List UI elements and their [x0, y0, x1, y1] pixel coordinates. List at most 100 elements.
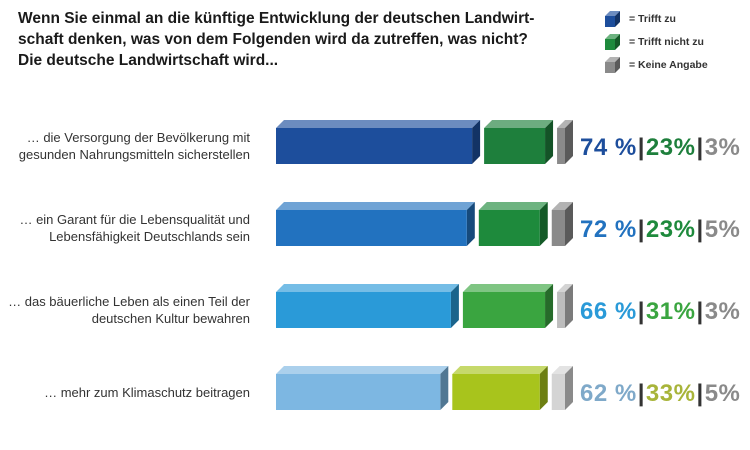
bar-row1-trifft-nicht-zu-top	[484, 120, 554, 128]
legend-cube-keine-angabe-front	[605, 62, 615, 73]
bar-row3-trifft-nicht-zu	[462, 284, 554, 328]
bar-row1-trifft-nicht-zu-front	[484, 128, 546, 164]
bar-row4-trifft-nicht-zu-front	[452, 374, 540, 410]
bar-row3-trifft-zu-side	[450, 284, 459, 328]
bar-row2-trifft-nicht-zu-side	[539, 202, 548, 246]
bar-row2-trifft-zu	[276, 202, 475, 246]
value-separator: |	[637, 134, 645, 161]
chart-title: Wenn Sie einmal an die künftige Entwickl…	[18, 8, 578, 71]
legend-cube-trifft-zu	[605, 11, 620, 27]
value-separator: |	[696, 380, 704, 407]
bar-row4-trifft-zu	[276, 366, 449, 410]
bar-row1-keine-angabe-side	[565, 120, 573, 164]
legend-item-trifft-zu: = Trifft zu	[603, 10, 708, 28]
value-label-trifft-zu: 72 %	[580, 216, 637, 243]
bar-row1-keine-angabe-front	[557, 128, 565, 164]
bar-row4-trifft-nicht-zu-side	[539, 366, 548, 410]
bar-row2-keine-angabe-front	[551, 210, 565, 246]
legend-cube-trifft-nicht-zu-side	[615, 34, 620, 50]
category-label-line: deutschen Kultur bewahren	[91, 311, 250, 326]
bar-row2-keine-angabe-side	[565, 202, 573, 246]
category-label-line: … mehr zum Klimaschutz beitragen	[44, 384, 250, 400]
bar-row3-trifft-nicht-zu-side	[545, 284, 554, 328]
bar-row2-keine-angabe-top	[551, 202, 573, 210]
legend-cube-trifft-zu-side	[615, 11, 620, 27]
bar-row2-trifft-nicht-zu	[478, 202, 548, 246]
legend-item-trifft-nicht-zu: = Trifft nicht zu	[603, 33, 708, 51]
bar-row2-trifft-zu-side	[466, 202, 475, 246]
value-separator: |	[637, 216, 645, 243]
bar-row3-keine-angabe-top	[557, 284, 573, 292]
value-separator: |	[637, 298, 645, 325]
bar-row3-keine-angabe-side	[565, 284, 573, 328]
bar-row1-trifft-nicht-zu	[484, 120, 554, 164]
category-label-line: Lebensfähigkeit Deutschlands sein	[49, 229, 250, 244]
value-label-keine-angabe: 3%	[704, 298, 741, 325]
bar-row4-keine-angabe	[551, 366, 573, 410]
value-separator: |	[696, 216, 704, 243]
value-label-keine-angabe: 3%	[704, 134, 741, 161]
bar-row2-trifft-nicht-zu-front	[478, 210, 540, 246]
value-labels-row1: 74 % | 23% | 3%	[580, 134, 740, 162]
value-label-keine-angabe: 5%	[704, 216, 741, 243]
bar-row2-trifft-nicht-zu-top	[478, 202, 548, 210]
bar-row2-trifft-zu-front	[276, 210, 467, 246]
legend-cube-keine-angabe-side	[615, 57, 620, 73]
category-label-line: … ein Garant für die Lebensqualität und	[19, 212, 250, 227]
category-label-line: … die Versorgung der Bevölkerung mit	[26, 130, 250, 145]
category-label-row1: … die Versorgung der Bevölkerung mit gesu…	[0, 129, 250, 163]
bar-row4-trifft-nicht-zu-top	[452, 366, 548, 374]
value-labels-row3: 66 % | 31% | 3%	[580, 298, 740, 326]
bar-row4-keine-angabe-front	[551, 374, 565, 410]
value-label-trifft-nicht-zu: 31%	[645, 298, 696, 325]
category-label-row3: … das bäuerliche Leben als einen Teil de…	[0, 293, 250, 327]
bar-row4-trifft-zu-side	[440, 366, 449, 410]
bar-row4-keine-angabe-top	[551, 366, 573, 374]
value-label-trifft-nicht-zu: 33%	[645, 380, 696, 407]
bar-row1-keine-angabe-top	[557, 120, 573, 128]
legend: = Trifft zu = Trifft nicht zu = Keine An…	[603, 10, 708, 79]
bar-row2-keine-angabe	[551, 202, 573, 246]
legend-label-keine-angabe: = Keine Angabe	[629, 59, 708, 71]
legend-cube-trifft-nicht-zu-front	[605, 39, 615, 50]
value-labels-row2: 72 % | 23% | 5%	[580, 216, 740, 244]
bar-row1-trifft-zu	[276, 120, 481, 164]
legend-cube-trifft-nicht-zu	[605, 34, 620, 50]
category-label-line: gesunden Nahrungsmitteln sicherstellen	[18, 147, 250, 162]
bar-row3-keine-angabe-front	[557, 292, 565, 328]
category-label-line: … das bäuerliche Leben als einen Teil de…	[8, 294, 250, 309]
bar-row1-trifft-zu-top	[276, 120, 481, 128]
legend-swatch-trifft-zu	[605, 11, 620, 27]
value-label-keine-angabe: 5%	[704, 380, 741, 407]
title-line-3: Die deutsche Landwirtschaft wird...	[18, 52, 279, 69]
legend-swatch-keine-angabe	[605, 57, 620, 73]
bar-row4-trifft-zu-front	[276, 374, 441, 410]
value-label-trifft-nicht-zu: 23%	[645, 216, 696, 243]
legend-cube-keine-angabe	[605, 57, 620, 73]
value-label-trifft-zu: 62 %	[580, 380, 637, 407]
bar-row3-trifft-zu	[276, 284, 459, 328]
bar-row3-trifft-zu-front	[276, 292, 451, 328]
value-label-trifft-zu: 74 %	[580, 134, 637, 161]
bar-row3-trifft-nicht-zu-front	[462, 292, 546, 328]
legend-item-keine-angabe: = Keine Angabe	[603, 56, 708, 74]
bar-row3-trifft-nicht-zu-top	[462, 284, 554, 292]
bar-row4-trifft-nicht-zu	[452, 366, 548, 410]
value-label-trifft-nicht-zu: 23%	[645, 134, 696, 161]
value-separator: |	[696, 298, 704, 325]
category-label-row2: … ein Garant für die Lebensqualität und L…	[0, 211, 250, 245]
bar-row4-trifft-zu-top	[276, 366, 449, 374]
bar-row1-keine-angabe	[557, 120, 573, 164]
value-separator: |	[696, 134, 704, 161]
category-label-row4: … mehr zum Klimaschutz beitragen	[0, 384, 250, 401]
value-labels-row4: 62 % | 33% | 5%	[580, 380, 740, 408]
bar-row2-trifft-zu-top	[276, 202, 475, 210]
bar-row1-trifft-nicht-zu-side	[545, 120, 554, 164]
bar-row4-keine-angabe-side	[565, 366, 573, 410]
legend-cube-trifft-zu-front	[605, 16, 615, 27]
legend-label-trifft-zu: = Trifft zu	[629, 13, 676, 25]
value-separator: |	[637, 380, 645, 407]
bar-row1-trifft-zu-front	[276, 128, 473, 164]
legend-label-trifft-nicht-zu: = Trifft nicht zu	[629, 36, 704, 48]
value-label-trifft-zu: 66 %	[580, 298, 637, 325]
